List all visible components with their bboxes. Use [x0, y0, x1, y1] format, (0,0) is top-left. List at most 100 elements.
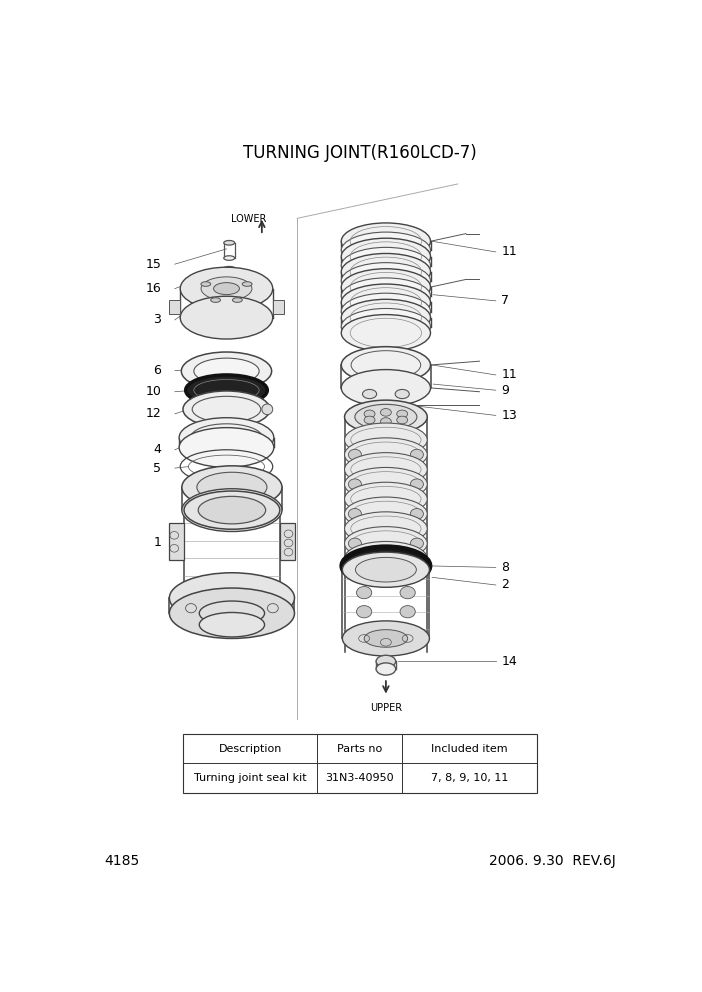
- Ellipse shape: [179, 428, 274, 467]
- Ellipse shape: [194, 358, 259, 384]
- Ellipse shape: [348, 509, 362, 519]
- Ellipse shape: [341, 346, 430, 383]
- Text: 4: 4: [153, 443, 161, 456]
- Ellipse shape: [197, 472, 267, 502]
- Ellipse shape: [181, 352, 272, 390]
- Ellipse shape: [262, 404, 273, 415]
- Ellipse shape: [411, 538, 423, 549]
- Ellipse shape: [341, 232, 430, 269]
- Text: 4185: 4185: [104, 854, 139, 868]
- Ellipse shape: [183, 391, 270, 428]
- Ellipse shape: [348, 479, 362, 490]
- Ellipse shape: [364, 417, 375, 424]
- Ellipse shape: [348, 449, 362, 460]
- Ellipse shape: [355, 558, 416, 582]
- Text: 12: 12: [145, 408, 161, 421]
- Ellipse shape: [345, 423, 428, 456]
- Ellipse shape: [362, 390, 377, 399]
- Ellipse shape: [182, 489, 282, 532]
- Ellipse shape: [411, 509, 423, 519]
- Ellipse shape: [343, 621, 430, 656]
- Ellipse shape: [341, 300, 430, 336]
- Bar: [280, 523, 295, 559]
- Text: 11: 11: [501, 245, 517, 259]
- Text: 5: 5: [153, 461, 161, 474]
- Ellipse shape: [341, 370, 430, 407]
- Text: 16: 16: [145, 282, 161, 295]
- Text: 13: 13: [501, 409, 517, 422]
- Ellipse shape: [341, 223, 430, 260]
- Text: 7, 8, 9, 10, 11: 7, 8, 9, 10, 11: [431, 773, 508, 783]
- Ellipse shape: [182, 466, 282, 509]
- Ellipse shape: [345, 452, 428, 486]
- Ellipse shape: [211, 298, 220, 303]
- Bar: [168, 523, 184, 559]
- Ellipse shape: [357, 586, 372, 599]
- Ellipse shape: [201, 277, 252, 301]
- Ellipse shape: [355, 405, 417, 430]
- Ellipse shape: [341, 294, 430, 330]
- Ellipse shape: [380, 409, 391, 417]
- Ellipse shape: [222, 267, 237, 273]
- Ellipse shape: [201, 282, 211, 287]
- Text: 11: 11: [501, 368, 517, 382]
- Ellipse shape: [345, 512, 428, 546]
- Text: TURNING JOINT(R160LCD-7): TURNING JOINT(R160LCD-7): [243, 144, 477, 162]
- Ellipse shape: [357, 605, 372, 618]
- Ellipse shape: [345, 527, 428, 560]
- Text: 14: 14: [501, 655, 517, 668]
- Text: 8: 8: [501, 560, 509, 574]
- Text: Description: Description: [218, 744, 282, 754]
- Ellipse shape: [395, 390, 409, 399]
- Ellipse shape: [180, 267, 273, 310]
- Ellipse shape: [395, 413, 409, 422]
- Ellipse shape: [341, 314, 430, 351]
- Ellipse shape: [343, 553, 430, 587]
- Text: 15: 15: [145, 258, 161, 271]
- Text: 9: 9: [501, 384, 509, 397]
- Ellipse shape: [199, 612, 265, 637]
- Ellipse shape: [411, 479, 423, 490]
- Ellipse shape: [348, 538, 362, 549]
- Ellipse shape: [342, 547, 430, 585]
- Text: 2006. 9.30  REV.6J: 2006. 9.30 REV.6J: [489, 854, 616, 868]
- Ellipse shape: [345, 497, 428, 531]
- Text: 2: 2: [501, 578, 509, 591]
- Ellipse shape: [400, 605, 416, 618]
- Text: Included item: Included item: [431, 744, 508, 754]
- Text: 6: 6: [153, 364, 161, 377]
- Text: 3: 3: [153, 313, 161, 326]
- Ellipse shape: [185, 375, 267, 406]
- Bar: [183, 734, 536, 793]
- Ellipse shape: [232, 298, 242, 303]
- Ellipse shape: [213, 283, 239, 295]
- Text: 1: 1: [153, 537, 161, 550]
- Text: 31N3-40950: 31N3-40950: [326, 773, 394, 783]
- Text: 10: 10: [145, 385, 161, 398]
- Text: LOWER: LOWER: [230, 214, 266, 224]
- Ellipse shape: [198, 496, 265, 524]
- Ellipse shape: [341, 263, 430, 300]
- Ellipse shape: [345, 437, 428, 471]
- Ellipse shape: [397, 417, 408, 424]
- Ellipse shape: [169, 572, 295, 623]
- Bar: [169, 300, 180, 313]
- Ellipse shape: [341, 309, 430, 345]
- Text: 7: 7: [501, 295, 509, 308]
- Text: UPPER: UPPER: [370, 703, 402, 713]
- Ellipse shape: [341, 247, 430, 284]
- Ellipse shape: [242, 282, 252, 287]
- Ellipse shape: [380, 418, 391, 426]
- Ellipse shape: [341, 238, 430, 275]
- Ellipse shape: [364, 410, 375, 418]
- Text: Turning joint seal kit: Turning joint seal kit: [194, 773, 307, 783]
- Ellipse shape: [224, 256, 234, 260]
- Ellipse shape: [341, 269, 430, 306]
- Ellipse shape: [341, 254, 430, 290]
- Ellipse shape: [345, 542, 428, 575]
- Ellipse shape: [224, 240, 234, 245]
- Ellipse shape: [169, 588, 295, 639]
- Ellipse shape: [376, 663, 396, 676]
- Ellipse shape: [400, 586, 416, 599]
- Ellipse shape: [397, 410, 408, 418]
